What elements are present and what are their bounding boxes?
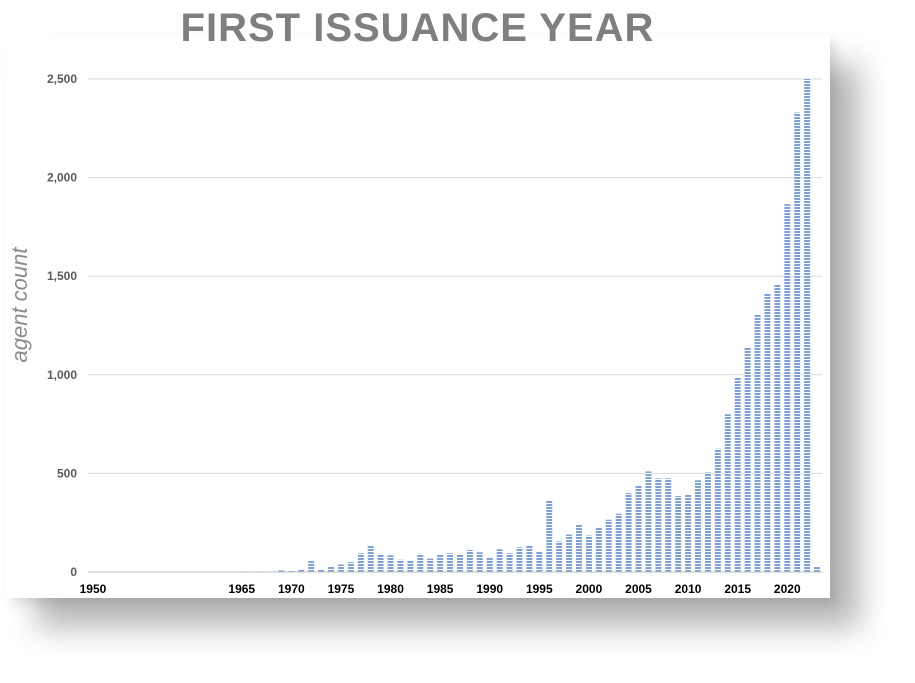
x-tick-label: 2010 <box>675 582 702 596</box>
bar <box>486 557 493 572</box>
bar <box>804 79 811 572</box>
grid-lines <box>88 78 822 474</box>
bar <box>774 284 781 572</box>
bar <box>347 562 354 572</box>
bar <box>704 472 711 572</box>
bar <box>675 496 682 572</box>
bar <box>576 524 582 572</box>
bar <box>605 519 612 572</box>
bar <box>447 553 454 572</box>
y-tick-label: 0 <box>70 565 77 579</box>
bar <box>337 564 344 572</box>
bar <box>665 478 672 572</box>
bar <box>685 494 692 572</box>
bar <box>814 567 821 572</box>
bar <box>387 555 394 572</box>
bar <box>615 513 622 572</box>
bar <box>556 541 563 572</box>
bar <box>595 527 602 572</box>
bar <box>645 471 652 572</box>
x-tick-label: 1990 <box>476 582 503 596</box>
bar <box>526 545 533 572</box>
x-tick-label: 2015 <box>724 582 751 596</box>
bar <box>278 570 285 572</box>
bar <box>536 551 543 572</box>
bar <box>427 558 434 572</box>
x-tick-label: 1995 <box>526 582 553 596</box>
bar <box>298 569 305 572</box>
bar <box>328 566 334 572</box>
x-axis-ticks: 1950 1965 1970 1975 1980 1985 1990 1995 2000 2005… <box>80 582 801 596</box>
y-tick-label: 2,500 <box>47 72 77 86</box>
bar <box>397 559 404 572</box>
bar <box>714 448 721 572</box>
y-tick-label: 1,000 <box>47 368 77 382</box>
bar <box>695 480 701 572</box>
bar <box>546 500 553 572</box>
bars <box>89 79 821 573</box>
x-tick-label: 1970 <box>278 582 305 596</box>
x-tick-label: 2020 <box>774 582 801 596</box>
bar <box>377 554 384 572</box>
bar <box>754 314 761 572</box>
bar <box>655 478 662 572</box>
y-tick-label: 2,000 <box>47 171 77 185</box>
x-tick-label: 1985 <box>427 582 454 596</box>
bar <box>308 561 315 572</box>
bar <box>466 549 473 572</box>
bar <box>516 547 523 572</box>
bar <box>496 549 503 572</box>
bar <box>318 569 325 572</box>
chart-title: FIRST ISSUANCE YEAR <box>180 6 655 50</box>
bar <box>724 414 731 572</box>
x-tick-label: 1980 <box>377 582 404 596</box>
bar <box>476 552 483 572</box>
bar <box>744 347 751 572</box>
bar <box>407 560 414 572</box>
bar <box>635 485 642 572</box>
bar <box>794 112 801 573</box>
y-axis-ticks: 0 500 1,000 1,500 2,000 2,500 <box>47 72 77 579</box>
bar <box>357 553 364 572</box>
bar <box>784 204 791 573</box>
bar <box>417 553 424 572</box>
bar <box>566 534 573 572</box>
x-tick-label: 1950 <box>80 582 107 596</box>
bar <box>506 553 513 572</box>
bar <box>734 377 741 572</box>
x-tick-label: 2005 <box>625 582 652 596</box>
bar <box>625 493 632 572</box>
bar <box>764 292 771 572</box>
x-tick-label: 1975 <box>328 582 355 596</box>
y-tick-label: 500 <box>57 466 77 480</box>
bar <box>437 554 444 572</box>
x-tick-label: 1965 <box>228 582 255 596</box>
x-tick-label: 2000 <box>576 582 603 596</box>
bar <box>456 554 463 572</box>
chart-card <box>6 34 830 598</box>
bar <box>585 535 592 572</box>
y-tick-label: 1,500 <box>47 269 77 283</box>
bar <box>367 545 374 572</box>
